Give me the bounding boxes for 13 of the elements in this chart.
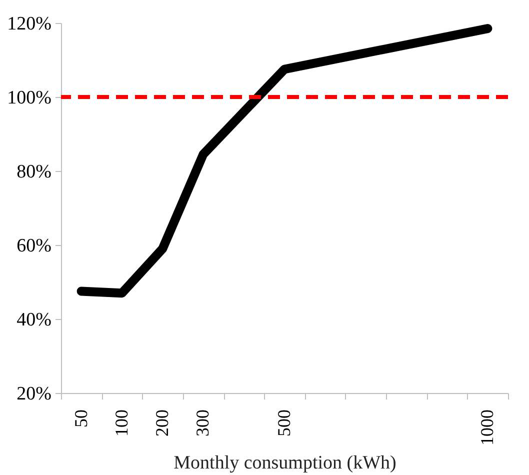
- x-tick-label: 500: [274, 410, 294, 436]
- x-tick-label: 1000: [477, 410, 498, 446]
- y-tick-label: 40%: [16, 310, 52, 330]
- y-tick-label: 80%: [16, 162, 52, 182]
- y-tick-label: 60%: [16, 236, 52, 256]
- y-tick-label: 20%: [16, 384, 52, 404]
- x-tick-label: 100: [111, 410, 132, 436]
- x-tick-label: 200: [152, 410, 172, 436]
- x-tick-label: 50: [70, 410, 91, 428]
- y-tick-label: 100%: [7, 88, 52, 108]
- x-axis-title: Monthly consumption (kWh): [174, 452, 396, 474]
- y-tick-label: 120%: [7, 14, 52, 34]
- x-tick-label: 300: [192, 410, 213, 436]
